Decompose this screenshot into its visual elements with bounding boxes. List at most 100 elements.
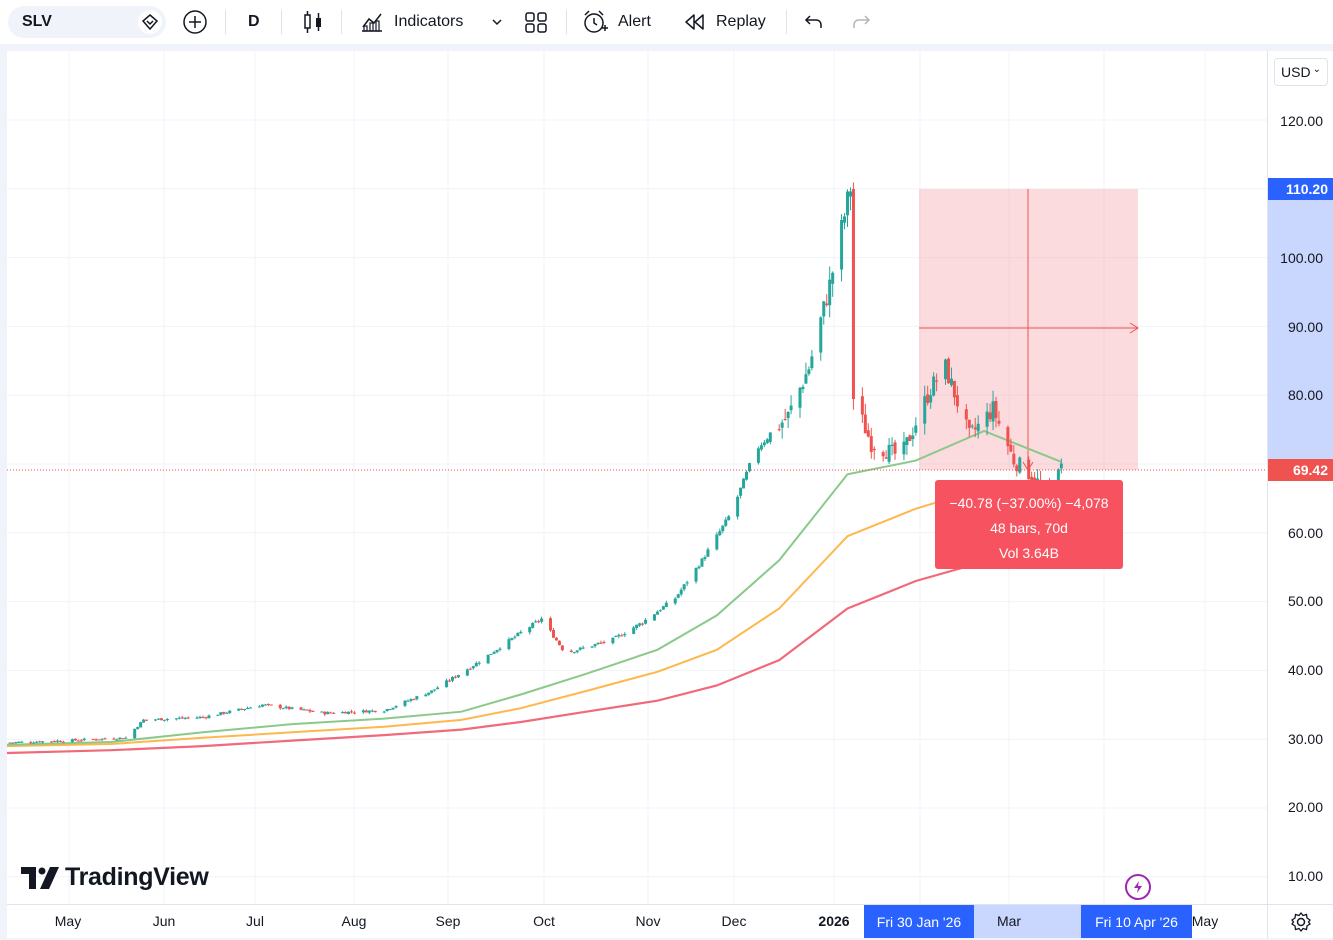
- candle-body: [638, 623, 642, 626]
- candle-body: [569, 650, 573, 653]
- candle-body: [243, 708, 247, 710]
- candle-body: [641, 623, 645, 625]
- tradingview-logo-text: TradingView: [65, 863, 209, 891]
- add-symbol-icon[interactable]: [182, 0, 208, 44]
- candle-body: [890, 444, 894, 446]
- candle-body: [664, 602, 668, 607]
- measure-right-arrow: [1129, 322, 1139, 334]
- candle-body: [1036, 478, 1040, 481]
- replay-label: Replay: [716, 13, 766, 30]
- candle-body: [207, 715, 211, 719]
- candle-body: [278, 704, 282, 709]
- alert-label: Alert: [618, 13, 651, 30]
- candle-body: [679, 589, 683, 595]
- candle-body: [736, 496, 740, 517]
- chart-pane[interactable]: −40.78 (−37.00%) −4,078 48 bars, 70d Vol…: [7, 51, 1267, 904]
- tradingview-logo[interactable]: TradingView: [21, 863, 209, 892]
- candle-body: [100, 738, 104, 740]
- candle-body: [970, 425, 974, 427]
- candle-body: [846, 191, 850, 216]
- replay-button[interactable]: Replay: [683, 0, 766, 44]
- candle-body: [94, 739, 98, 741]
- candle-body: [73, 738, 77, 741]
- candle-body: [988, 412, 992, 420]
- time-label: 2026: [818, 913, 850, 929]
- candle-body: [451, 677, 454, 681]
- candle-body: [385, 709, 389, 712]
- candle-body: [682, 584, 686, 590]
- candle-body: [58, 740, 62, 742]
- alert-button[interactable]: Alert: [582, 0, 651, 44]
- currency-select[interactable]: USD ⌄: [1274, 58, 1328, 86]
- candle-body: [495, 649, 499, 653]
- indicators-button[interactable]: Indicators: [359, 0, 463, 44]
- top-toolbar: SLV D Indicators Alert Replay: [0, 0, 1333, 44]
- replay-rewind-icon: [685, 14, 704, 30]
- candle-body: [869, 436, 873, 453]
- candle-body: [225, 712, 229, 714]
- candle-body: [617, 634, 621, 637]
- candle-body: [412, 699, 416, 701]
- candle-body: [11, 742, 15, 744]
- candle-body: [955, 395, 959, 407]
- candle-body: [777, 429, 781, 431]
- undo-icon[interactable]: [803, 0, 825, 44]
- time-label: Oct: [533, 913, 555, 929]
- candle-body: [593, 644, 597, 647]
- candle-body: [266, 704, 270, 706]
- measure-info-box: −40.78 (−37.00%) −4,078 48 bars, 70d Vol…: [935, 480, 1123, 569]
- price-tick: 80.00: [1287, 387, 1323, 403]
- compare-diamond-icon[interactable]: [138, 10, 162, 34]
- candle-body: [560, 645, 564, 651]
- indicators-dropdown[interactable]: [490, 0, 504, 44]
- candle-body: [448, 680, 452, 682]
- candle-body: [724, 519, 728, 526]
- time-axis[interactable]: May Jun Jul Aug Sep Oct Nov Dec 2026 Mar…: [7, 904, 1267, 938]
- price-axis[interactable]: USD ⌄ 120.00 100.00 90.00 80.00 60.00 50…: [1267, 51, 1333, 904]
- candle-body: [228, 710, 232, 714]
- candle-body: [923, 396, 927, 424]
- candle-body: [112, 738, 116, 740]
- symbol-label[interactable]: SLV: [22, 13, 52, 30]
- candle-body: [578, 647, 582, 650]
- candle-body: [222, 712, 226, 714]
- candle-body: [902, 441, 906, 455]
- separator: [786, 10, 787, 34]
- candle-body: [216, 714, 220, 716]
- candle-body: [287, 706, 291, 709]
- candle-body: [332, 712, 336, 714]
- settings-corner[interactable]: [1267, 904, 1333, 938]
- candle-body: [863, 414, 867, 434]
- candle-body: [79, 740, 83, 742]
- candle-body: [611, 637, 615, 644]
- candle-body: [644, 619, 648, 624]
- templates-grid-icon[interactable]: [524, 0, 548, 44]
- candle-body: [905, 437, 909, 446]
- candle-body: [82, 738, 86, 741]
- candle-body: [789, 405, 793, 411]
- candles-chart-type-icon[interactable]: [301, 0, 325, 44]
- candle-body: [29, 742, 33, 744]
- candle-body: [323, 711, 327, 715]
- price-chart[interactable]: [7, 51, 1267, 904]
- candle-body: [388, 709, 392, 711]
- redo-icon[interactable]: [850, 0, 872, 44]
- candle-body: [53, 741, 57, 743]
- candle-body: [118, 737, 122, 740]
- candle-body: [284, 706, 288, 709]
- candle-body: [967, 419, 971, 428]
- separator: [566, 10, 567, 34]
- candle-body: [718, 531, 722, 536]
- candle-body: [299, 707, 303, 710]
- symbol-search[interactable]: SLV: [8, 6, 166, 38]
- candle-body: [320, 711, 324, 713]
- candle-body: [237, 708, 241, 711]
- gear-icon[interactable]: [1290, 911, 1312, 933]
- interval-button[interactable]: D: [248, 13, 260, 30]
- lightning-icon[interactable]: [1125, 874, 1151, 900]
- candle-body: [8, 742, 12, 744]
- price-range-highlight: [1268, 189, 1333, 470]
- candle-body: [474, 663, 478, 667]
- candle-body: [302, 709, 306, 711]
- candle-body: [997, 420, 1001, 424]
